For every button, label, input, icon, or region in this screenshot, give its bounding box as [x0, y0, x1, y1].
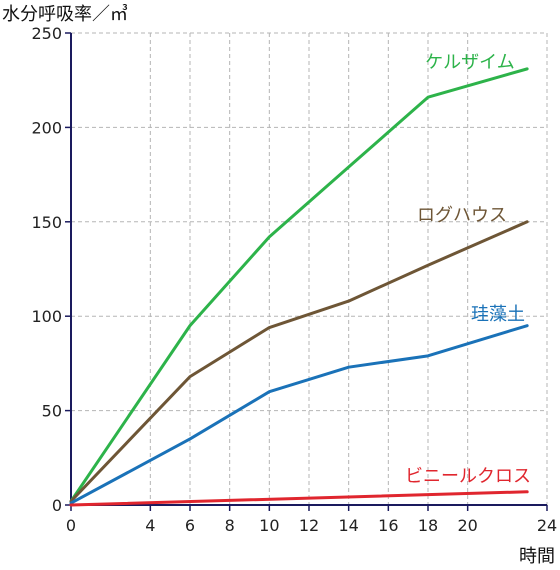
series-line-1: [69, 220, 529, 503]
ticks: 0 4 6 8 10 12 14 16 18 20 24 0 50 100 150 200 250: [31, 24, 557, 535]
x-tick-label: 16: [378, 516, 398, 535]
y-axis-title: 水分呼吸率／㎥: [2, 4, 128, 25]
series-label-1: ログハウス: [417, 205, 507, 226]
x-tick-label: 4: [145, 516, 155, 535]
x-tick-label: 10: [259, 516, 279, 535]
y-tick-label: 100: [31, 307, 62, 326]
y-tick-label: 50: [42, 402, 62, 421]
x-axis-title: 時間: [519, 546, 555, 567]
x-tick-label: 24: [537, 516, 557, 535]
y-tick-label: 250: [31, 24, 62, 43]
y-tick-label: 0: [52, 496, 62, 515]
x-tick-label: 6: [185, 516, 195, 535]
x-tick-label: 20: [457, 516, 477, 535]
series-line-0: [69, 67, 529, 503]
x-tick-label: 14: [338, 516, 358, 535]
series: [69, 67, 529, 507]
series-label-3: ビニールクロス: [405, 466, 531, 487]
x-tick-label: 18: [418, 516, 438, 535]
x-tick-label: 12: [299, 516, 319, 535]
x-tick-label: 8: [225, 516, 235, 535]
y-tick-label: 200: [31, 118, 62, 137]
series-label-0: ケルザイム: [425, 52, 515, 73]
grid: [71, 32, 548, 505]
series-line-3: [69, 490, 529, 507]
y-tick-label: 150: [31, 213, 62, 232]
x-tick-label: 0: [66, 516, 76, 535]
series-label-2: 珪藻土: [471, 304, 525, 325]
series-line-2: [69, 324, 529, 505]
